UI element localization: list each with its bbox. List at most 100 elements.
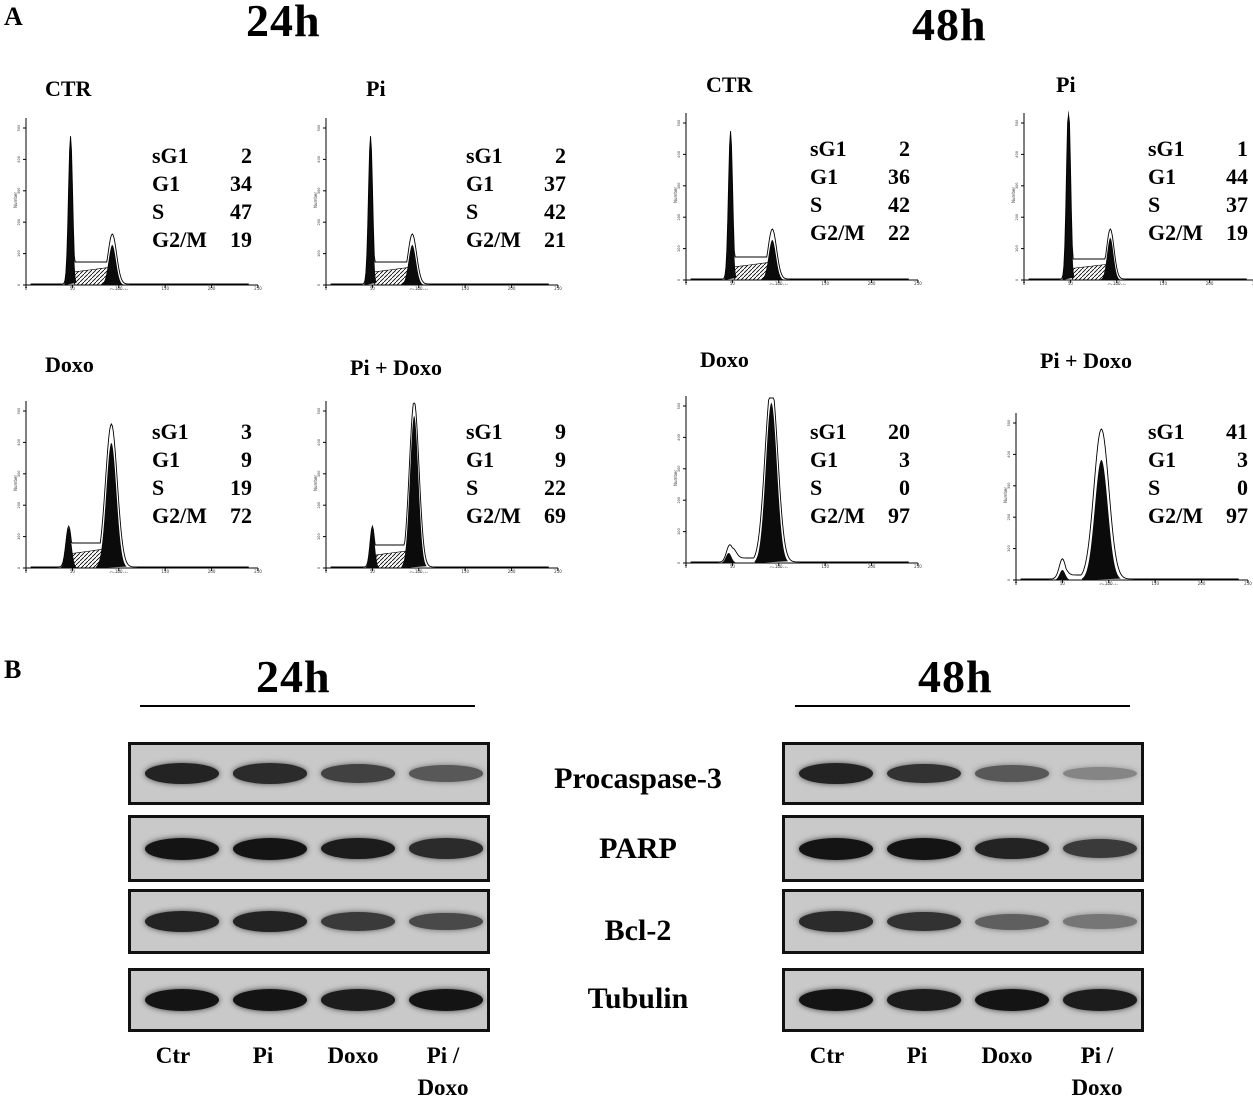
blot-band bbox=[145, 837, 219, 860]
svg-text:50: 50 bbox=[370, 569, 376, 573]
lane-label: Doxo bbox=[327, 1043, 379, 1068]
blot-band bbox=[887, 837, 961, 860]
protein-label: Tubulin bbox=[587, 982, 689, 1015]
stat-label: sG1 bbox=[1148, 419, 1185, 444]
svg-text:100: 100 bbox=[317, 250, 321, 257]
stat-row: G2/M 19 bbox=[152, 226, 252, 254]
blot-band bbox=[975, 838, 1049, 859]
svg-text:0: 0 bbox=[1015, 279, 1019, 281]
svg-text:500: 500 bbox=[1007, 420, 1011, 427]
blot-band bbox=[975, 989, 1049, 1011]
panel-b-letter: B bbox=[4, 655, 22, 684]
histogram-plot-48-pidoxo: 0 50 100 150 200 250 Channels 0 100 200 300 400 500 N… bbox=[1003, 413, 1252, 585]
svg-text:400: 400 bbox=[17, 439, 21, 446]
stat-row: G1 44 bbox=[1148, 163, 1248, 191]
stat-value: 0 bbox=[1237, 475, 1248, 500]
svg-text:50: 50 bbox=[1060, 581, 1066, 585]
svg-text:300: 300 bbox=[17, 470, 21, 477]
svg-text:250: 250 bbox=[914, 564, 922, 568]
svg-text:Number: Number bbox=[673, 470, 678, 486]
svg-text:Channels: Channels bbox=[110, 288, 129, 290]
svg-text:400: 400 bbox=[1007, 451, 1011, 458]
svg-text:200: 200 bbox=[317, 502, 321, 509]
stat-value: 37 bbox=[1226, 192, 1248, 217]
svg-text:200: 200 bbox=[677, 214, 681, 221]
svg-text:0: 0 bbox=[677, 279, 681, 281]
svg-text:50: 50 bbox=[730, 564, 736, 568]
g1-peak bbox=[60, 528, 78, 568]
blot-band bbox=[887, 911, 961, 932]
histogram-stats-24-doxo: sG1 3 G1 9 S 19 G2/M 72 bbox=[152, 418, 252, 530]
stat-label: G1 bbox=[466, 171, 495, 196]
g2m-peak bbox=[761, 240, 784, 280]
svg-text:200: 200 bbox=[317, 219, 321, 226]
histogram-plot-24-ctr: 0 50 100 150 200 250 Channels 0 100 200 300 400 500 N… bbox=[13, 118, 262, 290]
svg-text:150: 150 bbox=[161, 569, 169, 573]
s-phase-region bbox=[73, 267, 109, 286]
svg-text:400: 400 bbox=[677, 434, 681, 441]
svg-text:200: 200 bbox=[508, 569, 516, 573]
stat-label: sG1 bbox=[466, 143, 503, 168]
stat-value: 0 bbox=[899, 475, 910, 500]
stat-value: 1 bbox=[1237, 136, 1248, 161]
svg-text:100: 100 bbox=[775, 281, 783, 285]
stat-label: G2/M bbox=[1148, 503, 1203, 528]
stat-value: 21 bbox=[544, 227, 566, 252]
stat-label: G1 bbox=[152, 171, 181, 196]
svg-text:100: 100 bbox=[415, 286, 423, 290]
histogram-stats-24-pi: sG1 2 G1 37 S 42 G2/M 21 bbox=[466, 142, 566, 254]
svg-text:0: 0 bbox=[17, 567, 21, 569]
svg-text:100: 100 bbox=[1007, 545, 1011, 552]
svg-text:400: 400 bbox=[1015, 151, 1019, 158]
svg-text:400: 400 bbox=[17, 156, 21, 163]
histogram-stats-48-ctr: sG1 2 G1 36 S 42 G2/M 22 bbox=[810, 135, 910, 247]
blot-band bbox=[409, 912, 483, 931]
svg-text:0: 0 bbox=[325, 569, 328, 573]
blot-band bbox=[799, 989, 873, 1011]
stat-value: 42 bbox=[544, 199, 566, 224]
fit-outline bbox=[30, 136, 249, 285]
blot-band bbox=[321, 912, 395, 931]
svg-text:200: 200 bbox=[208, 569, 216, 573]
panel-a-time-48h: 48h bbox=[912, 0, 987, 50]
stat-row: G2/M 69 bbox=[466, 502, 566, 530]
lane-label: Pi / Doxo bbox=[1071, 1043, 1123, 1100]
svg-text:200: 200 bbox=[208, 286, 216, 290]
svg-text:Channels: Channels bbox=[410, 571, 429, 573]
stat-value: 9 bbox=[241, 447, 252, 472]
stat-row: G1 9 bbox=[466, 446, 566, 474]
stat-row: G2/M 72 bbox=[152, 502, 252, 530]
svg-text:300: 300 bbox=[17, 187, 21, 194]
stat-label: G1 bbox=[152, 447, 181, 472]
stat-row: G2/M 97 bbox=[810, 502, 910, 530]
histogram-plot-48-doxo: 050100150200250Channels0100200300400500N… bbox=[673, 396, 922, 568]
stat-row: G2/M 19 bbox=[1148, 219, 1248, 247]
fit-outline bbox=[1028, 114, 1247, 280]
stat-value: 37 bbox=[544, 171, 566, 196]
svg-text:Channels: Channels bbox=[770, 283, 789, 285]
stat-row: G1 37 bbox=[466, 170, 566, 198]
stat-label: G1 bbox=[810, 447, 839, 472]
panel-a-letter: A bbox=[4, 2, 23, 31]
svg-text:150: 150 bbox=[821, 564, 829, 568]
svg-text:0: 0 bbox=[1007, 579, 1011, 581]
stat-label: S bbox=[466, 199, 479, 224]
histogram-title-24-doxo: Doxo bbox=[45, 352, 94, 377]
histogram-stats-48-pidoxo: sG1 41 G1 3 S 0 G2/M 97 bbox=[1148, 418, 1248, 530]
stat-value: 22 bbox=[544, 475, 566, 500]
svg-text:100: 100 bbox=[17, 533, 21, 540]
svg-text:50: 50 bbox=[730, 281, 736, 285]
stat-label: S bbox=[1148, 475, 1161, 500]
blot-band bbox=[145, 763, 219, 784]
histogram-title-24-pidoxo: Pi + Doxo bbox=[350, 355, 442, 380]
s-phase-region bbox=[1071, 264, 1107, 281]
blot-48h-parp bbox=[782, 815, 1144, 882]
stat-value: 19 bbox=[230, 475, 252, 500]
stat-label: G2/M bbox=[466, 503, 521, 528]
svg-text:250: 250 bbox=[1244, 581, 1252, 585]
stat-row: sG1 41 bbox=[1148, 418, 1248, 446]
stat-label: S bbox=[466, 475, 479, 500]
blot-band bbox=[1063, 914, 1137, 929]
svg-text:Channels: Channels bbox=[770, 566, 789, 568]
svg-text:200: 200 bbox=[1015, 214, 1019, 221]
